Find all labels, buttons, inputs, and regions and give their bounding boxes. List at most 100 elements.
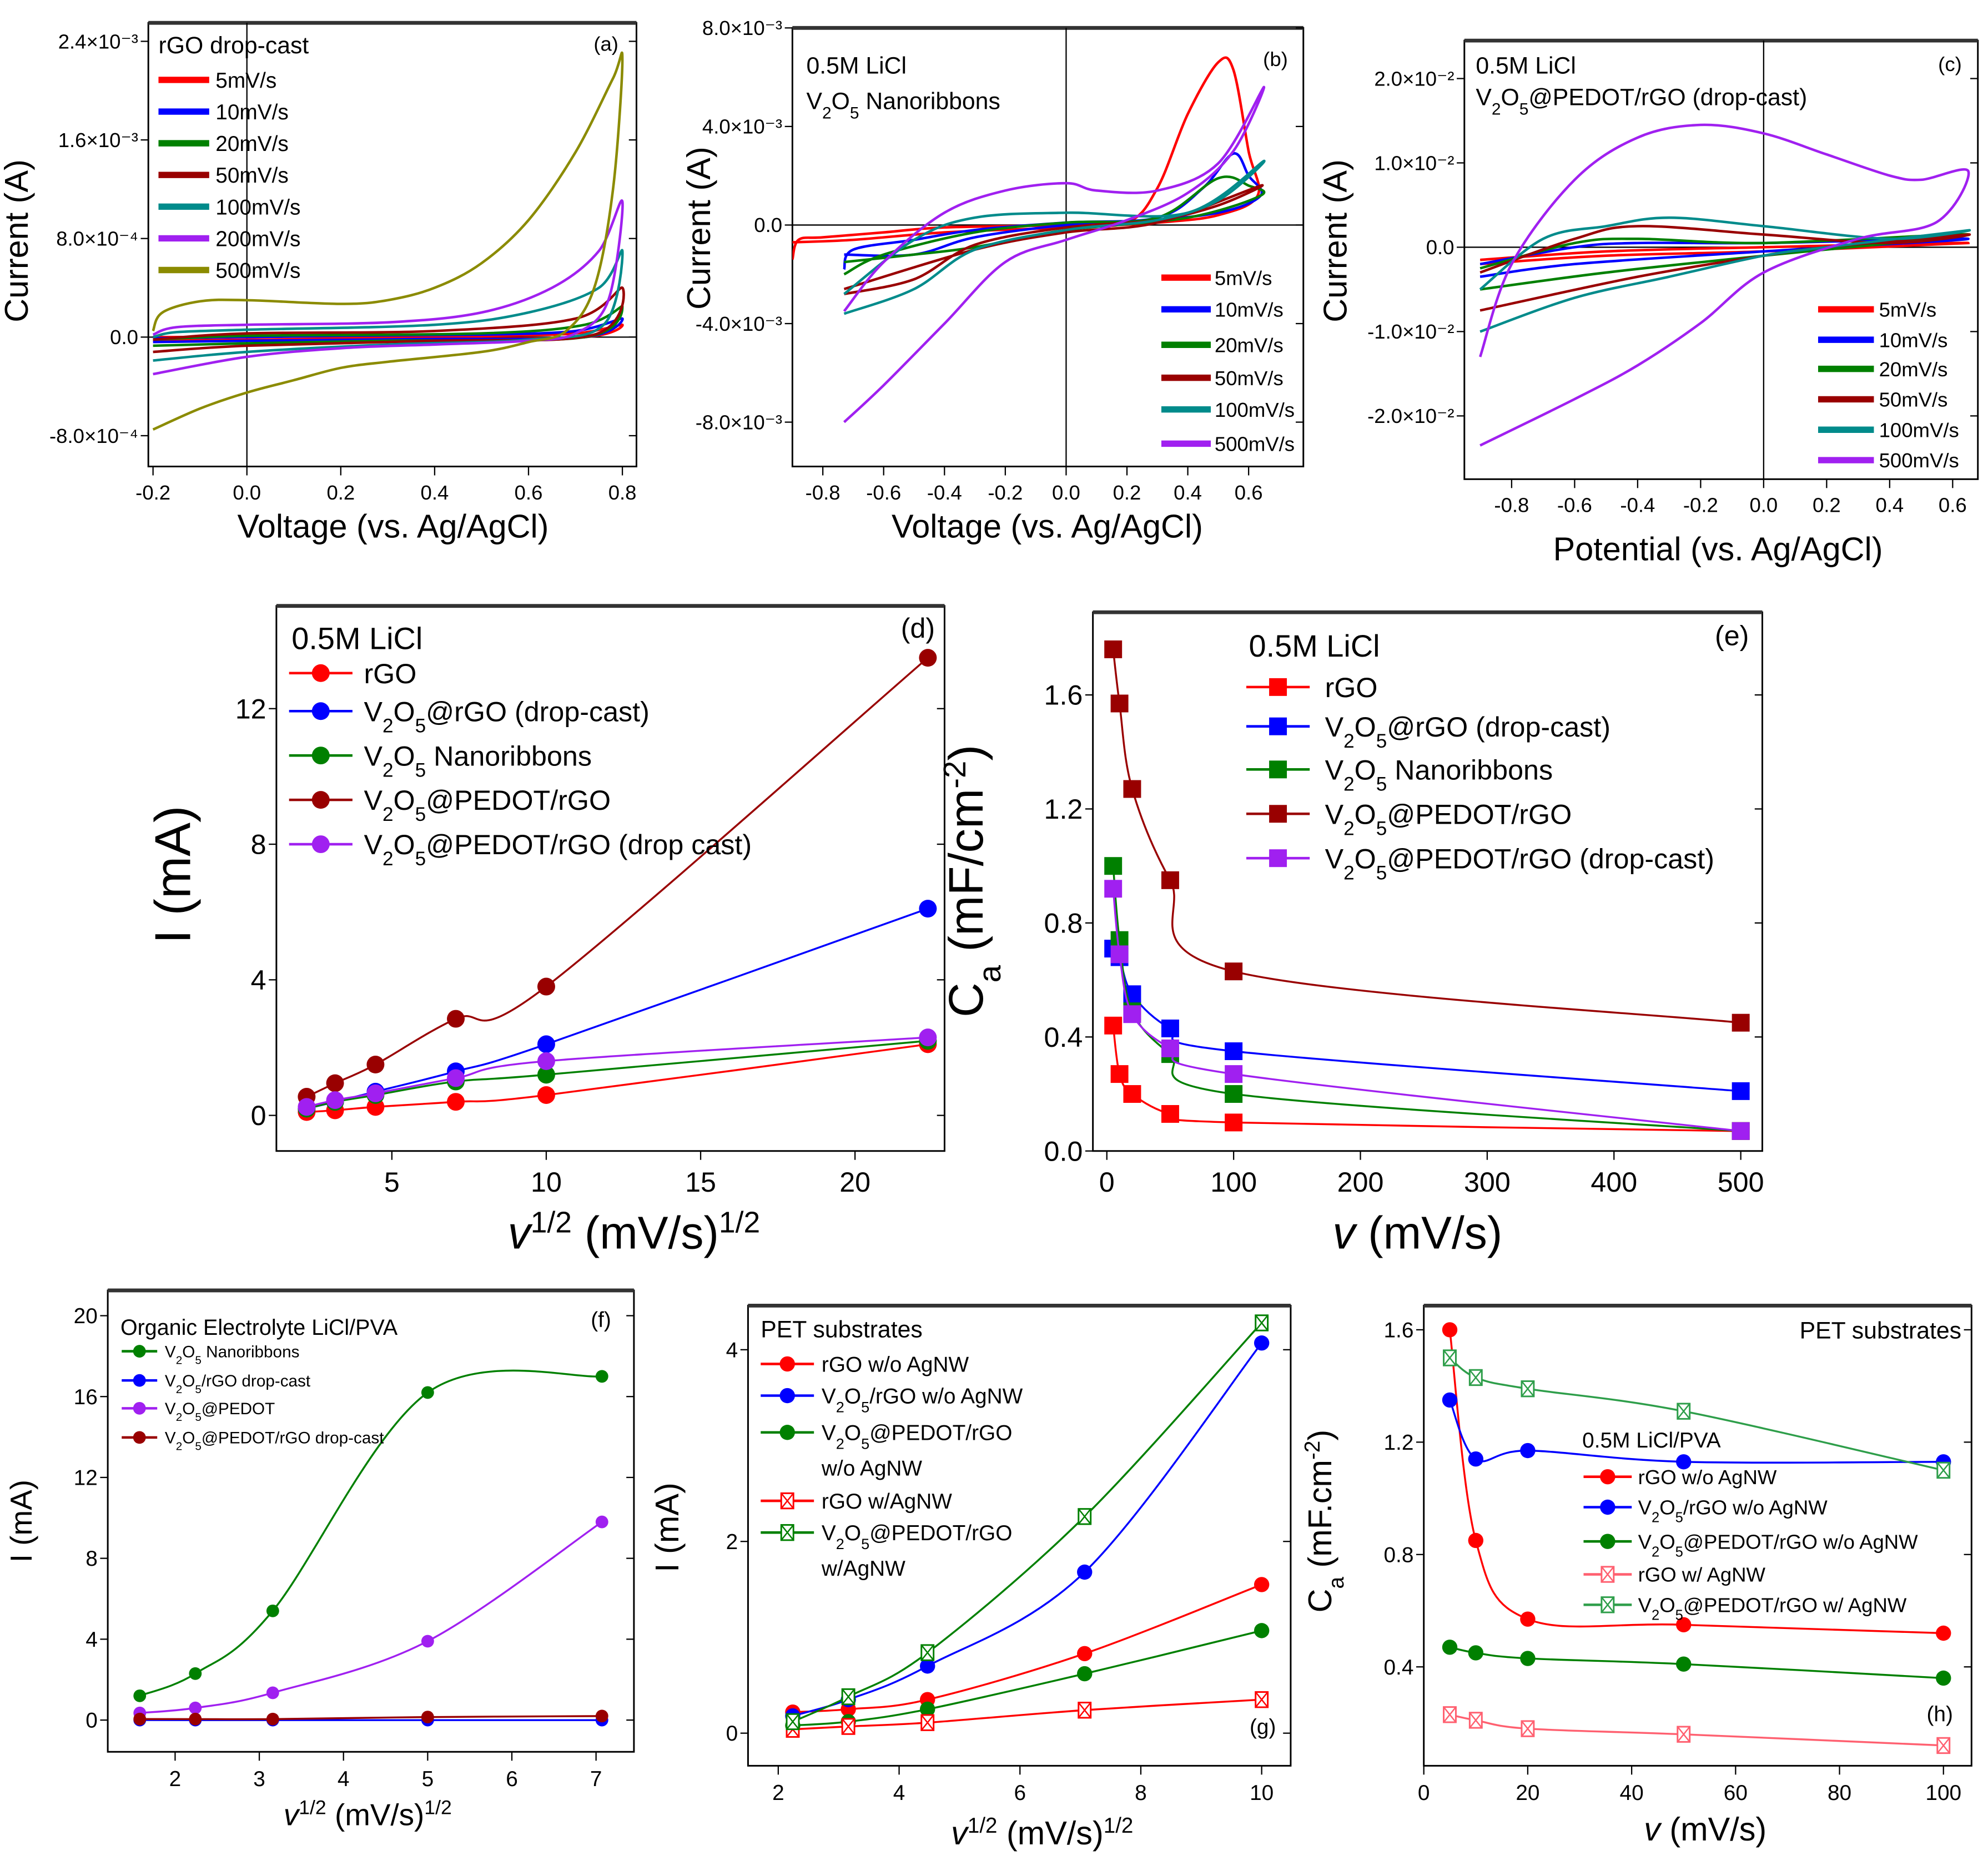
legend-label: V2O5 Nanoribbons (1325, 754, 1553, 794)
subscript: 2 (1343, 818, 1355, 839)
x-tick-label: -0.2 (135, 481, 170, 504)
legend-label: 100mV/s (1879, 418, 1959, 441)
subscript: 2 (1343, 862, 1355, 884)
data-point (326, 1074, 344, 1092)
panel-title: PET substrates (761, 1316, 922, 1343)
series-layer (792, 56, 1266, 423)
data-point (1123, 1005, 1141, 1023)
legend-entry: 10mV/s (1818, 329, 1947, 351)
data-point (133, 1689, 147, 1702)
fit-line-2 (306, 1040, 928, 1110)
legend-entry: 20mV/s (158, 132, 289, 156)
legend-marker (1600, 1499, 1615, 1515)
x-tick-label: -0.4 (1620, 494, 1655, 517)
panel-e: 0 100 200 300 400 500 0.0 0.4 0.8 1.2 1.6 0.5M LiCl… (937, 610, 1764, 1259)
legend-entry: 5mV/s (1818, 298, 1936, 321)
x-axis-label: v1/2 (mV/s)1/2 (284, 1797, 452, 1832)
panel-letter: (c) (1938, 53, 1962, 75)
legend-label: 20mV/s (1215, 334, 1284, 356)
legend-marker (133, 1401, 146, 1415)
y-tick-label: 0.8 (1044, 907, 1083, 939)
text-run: O (182, 1343, 195, 1361)
data-point (447, 1010, 465, 1028)
subscript: 2 (176, 1440, 183, 1453)
data-point (189, 1667, 202, 1680)
y-tick-label: 4.0×10⁻³ (702, 115, 782, 138)
x-tick-label: 500 (1718, 1167, 1764, 1198)
y-tick-label: 0 (85, 1709, 98, 1733)
data-point (595, 1370, 608, 1383)
marker-cross (1677, 1726, 1690, 1743)
legend-entry: 100mV/s (1161, 399, 1295, 421)
subscript: 2 (1343, 773, 1355, 795)
data-point (266, 1686, 279, 1699)
legend-marker (779, 1356, 795, 1372)
series-layer (785, 1314, 1270, 1738)
subscript: 2 (382, 848, 394, 870)
subscript: 5 (861, 1398, 869, 1415)
label-run: (mV/s) (326, 1798, 425, 1832)
text-run: V (1638, 1496, 1652, 1519)
cv-curve-4 (1479, 216, 1971, 333)
label-run: Current (A) (0, 159, 35, 322)
legend-entry: 50mV/s (1161, 367, 1284, 390)
superscript: -2 (937, 761, 972, 789)
text-run: rGO (1325, 672, 1378, 703)
legend-label: V2O5@PEDOT/rGO (822, 1421, 1013, 1453)
y-tick-label: 0.0 (1044, 1136, 1083, 1167)
y-tick-label: 1.6 (1044, 680, 1083, 711)
marker-cross (781, 1524, 794, 1541)
superscript: 1/2 (968, 1813, 998, 1837)
legend-entry: 100mV/s (158, 195, 300, 219)
legend-entry: 10mV/s (1161, 298, 1284, 321)
cv-curve-3 (1479, 225, 1971, 312)
marker-cross (1521, 1721, 1534, 1737)
fit-line-2 (1112, 866, 1741, 1132)
data-point (1255, 1691, 1269, 1708)
y-axis-label: Current (A) (680, 147, 717, 310)
legend-marker (133, 1374, 146, 1387)
y-axis-label: I (mA) (4, 1480, 38, 1562)
legend-label: rGO w/AgNW (822, 1490, 952, 1514)
x-tick-label: 15 (685, 1167, 716, 1198)
label-run: Voltage (vs. Ag/AgCl) (892, 507, 1203, 544)
legend-marker (1269, 760, 1287, 779)
cv-curve-3 (153, 286, 625, 354)
text-run: 500mV/s (1215, 433, 1295, 456)
marker-cross (1469, 1369, 1483, 1386)
y-tick-label: -8.0×10⁻⁴ (49, 425, 138, 447)
subscript: 5 (415, 715, 426, 737)
y-tick-label: 8.0×10⁻³ (702, 17, 782, 39)
legend-label: V2O5/rGO w/o AgNW (822, 1384, 1023, 1415)
x-axis-label: Potential (vs. Ag/AgCl) (1553, 530, 1883, 567)
x-tick-label: -0.6 (866, 481, 901, 504)
text-run: O (1355, 843, 1376, 874)
x-axis-label: v (mV/s) (1332, 1208, 1502, 1259)
x-tick-label: 6 (506, 1767, 518, 1791)
data-point (1225, 1113, 1243, 1132)
panel-a: -0.2 0.0 0.2 0.4 0.6 0.8 -8.0×10⁻⁴ 0.0 8.0×10⁻⁴ 1… (0, 21, 637, 544)
x-tick-label: 40 (1620, 1781, 1644, 1805)
legend-marker (1269, 849, 1287, 868)
legend-entry: 500mV/s (1161, 433, 1295, 456)
y-tick-label: 0.0 (1426, 236, 1454, 259)
text-run: rGO (364, 658, 416, 689)
data-point (841, 1718, 855, 1735)
y-tick-label: 0.0 (754, 214, 782, 236)
y-tick-label: 0 (726, 1722, 738, 1746)
subscript: 2 (1652, 1510, 1659, 1526)
legend-marker (1269, 717, 1287, 735)
legend-marker (1269, 678, 1287, 696)
text-run: O (182, 1400, 195, 1418)
text-run: V (165, 1343, 176, 1361)
legend-label: V2O5/rGO drop-cast (165, 1372, 311, 1396)
legend-entry: V2O5/rGO w/o AgNW (761, 1384, 1023, 1415)
marker-cross (1078, 1702, 1091, 1718)
x-axis-label: v1/2 (mV/s)1/2 (951, 1813, 1133, 1851)
cv-curve-5 (843, 85, 1266, 423)
panel-letter: (b) (1263, 48, 1288, 70)
legend-entry: V2O5/rGO w/o AgNW (1583, 1496, 1828, 1526)
text-run: V (822, 1521, 836, 1545)
data-point (1161, 871, 1179, 889)
